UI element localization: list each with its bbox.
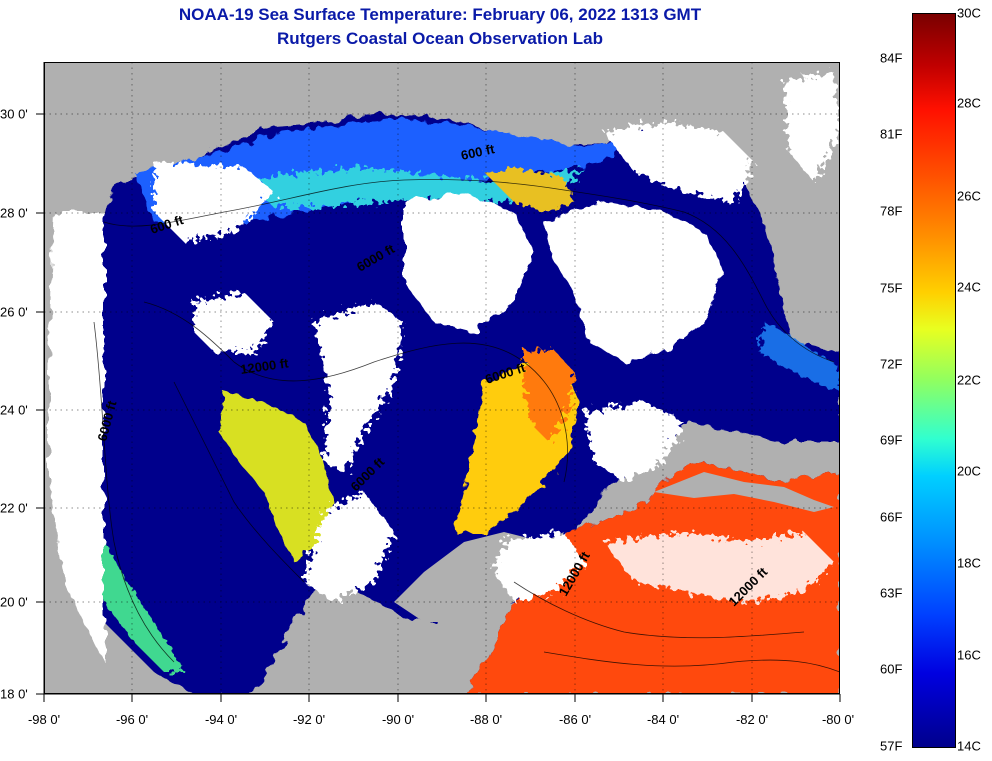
graticule [44,62,840,694]
colorbar-c-label: 28C [957,95,981,111]
y-tick-label: 28 0' [0,205,28,221]
contour-label: 600 ft [460,141,497,163]
colorbar-f-label: 72F [880,356,903,372]
colorbar [912,13,956,748]
colorbar-c-label: 14C [957,738,981,754]
colorbar-f-label: 75F [880,280,903,296]
colorbar-c-label: 24C [957,279,981,295]
x-tick-label: -84 0' [646,712,680,727]
western-warm-tongue [219,392,334,562]
map-subtitle: Rutgers Coastal Ocean Observation Lab [277,29,603,48]
y-tick-label: 24 0' [0,402,28,418]
colorbar-c-label: 30C [957,5,981,21]
contour-label: 12000 ft [239,355,290,377]
y-tick-label: 22 0' [0,500,28,516]
bathymetry-contours [93,179,840,673]
x-tick-label: -92 0' [292,712,326,727]
cloud-cover [49,72,840,662]
x-tick-label: -88 0' [469,712,503,727]
colorbar-c-label: 22C [957,372,981,388]
x-tick-label: -82 0' [735,712,769,727]
colorbar-f-label: 69F [880,432,903,448]
y-tick-label: 18 0' [0,686,28,702]
colorbar-f-label: 57F [880,738,903,754]
x-tick-label: -94 0' [204,712,238,727]
colorbar-f-label: 60F [880,661,903,677]
colorbar-f-label: 81F [880,126,903,142]
x-tick-label: -90 0' [381,712,415,727]
sst-map-canvas: 600 ft 600 ft 6000 ft 12000 ft 6000 ft 6… [44,62,840,694]
colorbar-f-label: 63F [880,585,903,601]
cuba-land [654,472,834,512]
colorbar-c-label: 20C [957,463,981,479]
colorbar-f-label: 84F [880,50,903,66]
colorbar-c-label: 26C [957,188,981,204]
y-tick-label: 20 0' [0,594,28,610]
sst-map: 600 ft 600 ft 6000 ft 12000 ft 6000 ft 6… [44,62,840,694]
x-tick-label: -98 0' [27,712,61,727]
colorbar-f-label: 66F [880,509,903,525]
x-tick-label: -80 0' [821,712,855,727]
x-tick-label: -86 0' [558,712,592,727]
colorbar-f-label: 78F [880,203,903,219]
map-title: NOAA-19 Sea Surface Temperature: Februar… [178,5,702,24]
x-tick-label: -96 0' [115,712,149,727]
colorbar-c-label: 16C [957,647,981,663]
y-tick-label: 30 0' [0,106,28,122]
colorbar-c-label: 18C [957,555,981,571]
y-tick-label: 26 0' [0,304,28,320]
